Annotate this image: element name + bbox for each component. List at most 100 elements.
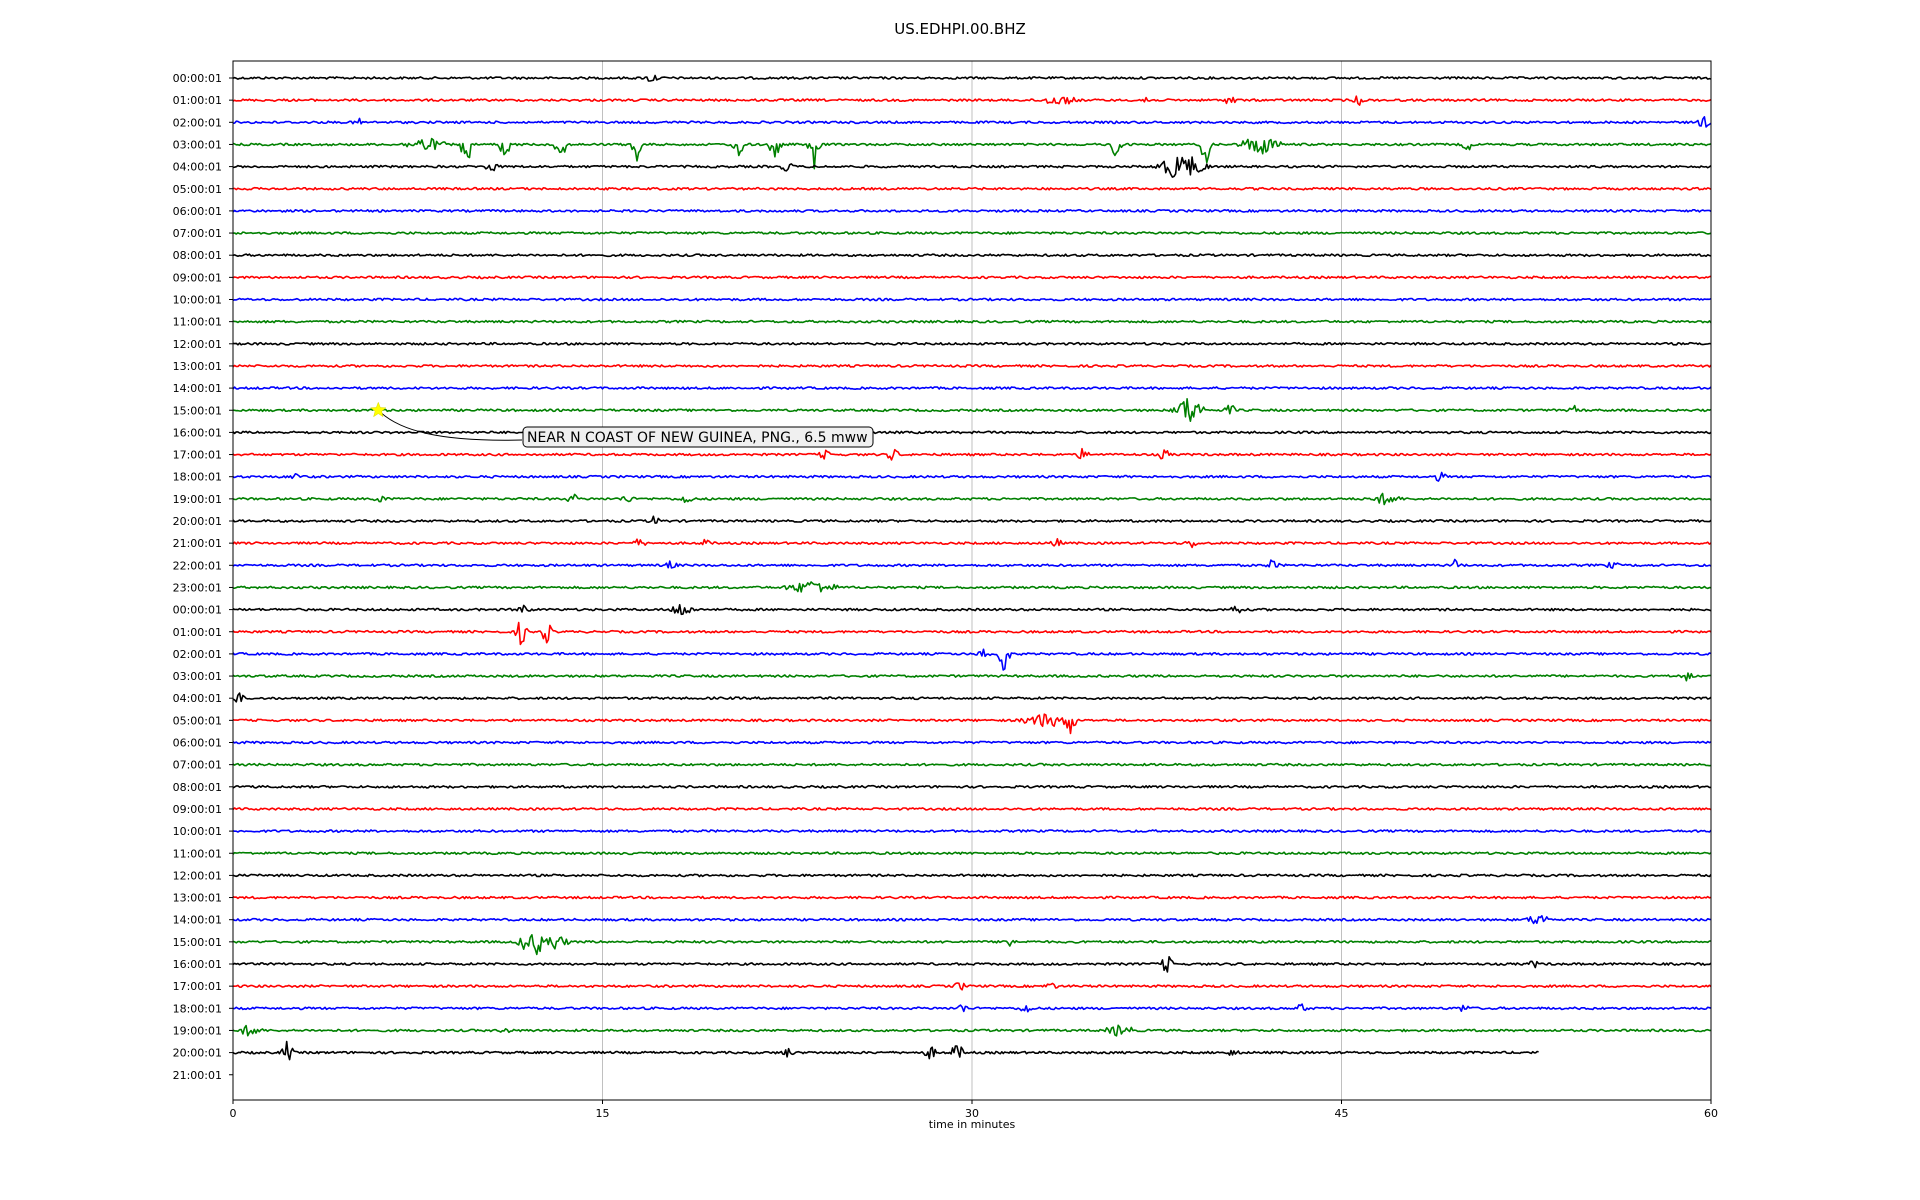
trace-line xyxy=(232,430,1712,435)
trace-line xyxy=(232,341,1712,346)
trace-line xyxy=(232,648,1712,671)
trace-series xyxy=(232,74,1712,1061)
row-label: 14:00:01 xyxy=(173,914,222,927)
row-label: 05:00:01 xyxy=(173,714,222,727)
trace-line xyxy=(232,297,1712,302)
trace-line xyxy=(232,558,1712,569)
x-tick-label: 15 xyxy=(596,1107,610,1120)
trace-line xyxy=(232,762,1712,767)
row-label: 17:00:01 xyxy=(173,449,222,462)
row-label: 19:00:01 xyxy=(173,493,222,506)
row-label: 06:00:01 xyxy=(173,737,222,750)
trace-line xyxy=(232,1040,1539,1061)
row-label: 20:00:01 xyxy=(173,515,222,528)
trace-line xyxy=(232,231,1712,235)
trace-line xyxy=(232,137,1712,170)
trace-line xyxy=(232,851,1712,856)
row-label: 03:00:01 xyxy=(173,670,222,683)
trace-line xyxy=(232,1024,1711,1037)
row-label: 07:00:01 xyxy=(173,227,222,240)
row-labels: 00:00:01 01:00:01 02:00:01 03:00:01 04:00:01… xyxy=(173,72,233,1082)
row-label: 21:00:01 xyxy=(173,537,222,550)
row-label: 13:00:01 xyxy=(173,892,222,905)
row-label: 18:00:01 xyxy=(173,471,222,484)
row-label: 19:00:01 xyxy=(173,1024,222,1037)
trace-line xyxy=(232,471,1712,482)
trace-line xyxy=(232,156,1712,178)
annotation-connector xyxy=(377,409,523,441)
row-label: 04:00:01 xyxy=(173,161,222,174)
trace-line xyxy=(232,621,1712,646)
trace-line xyxy=(232,692,1712,703)
row-label: 11:00:01 xyxy=(173,316,222,329)
trace-line xyxy=(232,873,1712,878)
row-label: 01:00:01 xyxy=(173,626,222,639)
row-label: 15:00:01 xyxy=(173,936,222,949)
trace-line xyxy=(232,934,1712,956)
row-label: 22:00:01 xyxy=(173,559,222,572)
trace-line xyxy=(232,713,1712,735)
event-annotation: NEAR N COAST OF NEW GUINEA, PNG., 6.5 mw… xyxy=(370,401,874,448)
trace-line xyxy=(232,784,1711,789)
annotation-text: NEAR N COAST OF NEW GUINEA, PNG., 6.5 mw… xyxy=(527,430,868,446)
trace-line xyxy=(232,492,1712,506)
trace-line xyxy=(232,319,1712,324)
event-star-marker xyxy=(370,401,387,418)
row-label: 16:00:01 xyxy=(173,426,222,439)
trace-line xyxy=(232,915,1712,925)
trace-line xyxy=(232,672,1712,682)
trace-line xyxy=(232,807,1712,811)
row-label: 23:00:01 xyxy=(173,581,222,594)
row-label: 17:00:01 xyxy=(173,980,222,993)
trace-line xyxy=(232,538,1712,549)
x-tick-label: 60 xyxy=(1704,1107,1718,1120)
trace-line xyxy=(232,386,1712,390)
trace-line xyxy=(232,515,1712,524)
row-label: 02:00:01 xyxy=(173,648,222,661)
x-tick-label: 30 xyxy=(965,1107,979,1120)
row-label: 16:00:01 xyxy=(173,958,222,971)
row-label: 21:00:01 xyxy=(173,1069,222,1082)
trace-line xyxy=(232,829,1712,833)
row-label: 01:00:01 xyxy=(173,94,222,107)
row-label: 12:00:01 xyxy=(173,338,222,351)
trace-line xyxy=(232,895,1712,900)
row-label: 20:00:01 xyxy=(173,1047,222,1060)
row-label: 11:00:01 xyxy=(173,847,222,860)
chart-title: US.EDHPI.00.BHZ xyxy=(894,20,1026,38)
row-label: 00:00:01 xyxy=(173,72,222,85)
row-label: 08:00:01 xyxy=(173,781,222,794)
x-tick-label: 0 xyxy=(230,1107,237,1120)
row-label: 15:00:01 xyxy=(173,404,222,417)
row-label: 10:00:01 xyxy=(173,825,222,838)
row-label: 07:00:01 xyxy=(173,759,222,772)
row-label: 02:00:01 xyxy=(173,116,222,129)
row-label: 10:00:01 xyxy=(173,294,222,307)
row-label: 06:00:01 xyxy=(173,205,222,218)
annotation-box xyxy=(522,426,874,448)
x-tick-label: 45 xyxy=(1335,1107,1349,1120)
trace-line xyxy=(232,364,1712,368)
row-label: 18:00:01 xyxy=(173,1002,222,1015)
row-label: 05:00:01 xyxy=(173,183,222,196)
trace-line xyxy=(232,74,1712,82)
row-label: 12:00:01 xyxy=(173,869,222,882)
row-label: 14:00:01 xyxy=(173,382,222,395)
trace-line xyxy=(232,116,1712,128)
row-label: 00:00:01 xyxy=(173,604,222,617)
trace-line xyxy=(232,1003,1712,1013)
row-label: 03:00:01 xyxy=(173,138,222,151)
trace-line xyxy=(232,186,1712,191)
trace-line xyxy=(232,398,1712,422)
trace-line xyxy=(232,447,1712,461)
row-label: 08:00:01 xyxy=(173,249,222,262)
x-axis-label: time in minutes xyxy=(929,1118,1016,1131)
x-ticks: 0 15 30 45 60 xyxy=(230,1100,1718,1120)
trace-line xyxy=(232,581,1712,593)
trace-line xyxy=(233,982,1712,991)
trace-line xyxy=(232,95,1712,106)
trace-line xyxy=(232,740,1712,745)
row-label: 13:00:01 xyxy=(173,360,222,373)
